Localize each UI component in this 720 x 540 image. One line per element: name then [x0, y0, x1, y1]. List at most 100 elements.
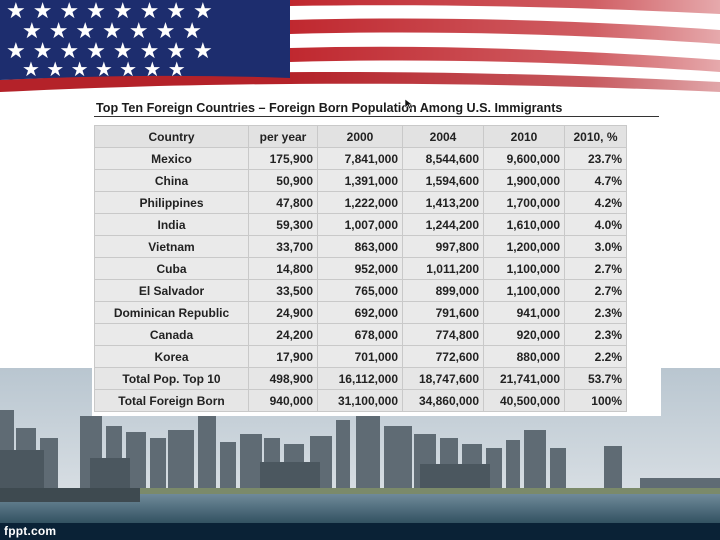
cell-per-year: 175,900 [248, 147, 318, 170]
cell-per-year: 940,000 [248, 389, 318, 412]
cell-2000: 952,000 [317, 257, 403, 280]
table-row: Mexico 175,900 7,841,000 8,544,600 9,600… [94, 147, 627, 170]
cell-2010-percent: 4.0% [564, 213, 627, 236]
cell-2010: 40,500,000 [483, 389, 565, 412]
cell-2004: 1,244,200 [402, 213, 484, 236]
table-header-row: Country per year 2000 2004 2010 2010, % [94, 125, 627, 148]
cell-2004: 34,860,000 [402, 389, 484, 412]
table-row: Korea 17,900 701,000 772,600 880,000 2.2… [94, 345, 627, 368]
table-row: Vietnam 33,700 863,000 997,800 1,200,000… [94, 235, 627, 258]
cell-2000: 692,000 [317, 301, 403, 324]
cell-2010: 1,200,000 [483, 235, 565, 258]
cell-2010-percent: 2.7% [564, 257, 627, 280]
cell-2000: 1,222,000 [317, 191, 403, 214]
cell-2004: 774,800 [402, 323, 484, 346]
table-row: Canada 24,200 678,000 774,800 920,000 2.… [94, 323, 627, 346]
cell-per-year: 498,900 [248, 367, 318, 390]
cursor-arrow-icon [404, 98, 414, 110]
table-row: Dominican Republic 24,900 692,000 791,60… [94, 301, 627, 324]
cell-per-year: 24,200 [248, 323, 318, 346]
cell-country: Dominican Republic [94, 301, 249, 324]
footer-bar: fppt.com [0, 523, 720, 540]
cell-country: Cuba [94, 257, 249, 280]
cell-2000: 863,000 [317, 235, 403, 258]
cell-per-year: 59,300 [248, 213, 318, 236]
cell-2010: 9,600,000 [483, 147, 565, 170]
cell-2004: 8,544,600 [402, 147, 484, 170]
table-row: Philippines 47,800 1,222,000 1,413,200 1… [94, 191, 627, 214]
flag-banner: ★ ★ ★ ★ ★ ★ ★ ★ ★ ★ ★ ★ ★ ★ ★ ★ ★ ★ ★ ★ … [0, 0, 720, 105]
cell-2000: 16,112,000 [317, 367, 403, 390]
header-2004: 2004 [402, 125, 484, 148]
cell-2000: 701,000 [317, 345, 403, 368]
cell-2010: 21,741,000 [483, 367, 565, 390]
svg-text:★ ★ ★ ★ ★ ★ ★: ★ ★ ★ ★ ★ ★ ★ [22, 57, 186, 81]
svg-text:★ ★ ★ ★ ★ ★ ★ ★: ★ ★ ★ ★ ★ ★ ★ ★ [6, 0, 213, 24]
table-row: Cuba 14,800 952,000 1,011,200 1,100,000 … [94, 257, 627, 280]
title-divider [94, 116, 659, 117]
cell-per-year: 24,900 [248, 301, 318, 324]
cell-2010: 1,100,000 [483, 257, 565, 280]
header-per-year: per year [248, 125, 318, 148]
table-row: India 59,300 1,007,000 1,244,200 1,610,0… [94, 213, 627, 236]
cell-2010-percent: 2.2% [564, 345, 627, 368]
cell-2004: 1,594,600 [402, 169, 484, 192]
cell-2004: 1,413,200 [402, 191, 484, 214]
cell-2010-percent: 2.3% [564, 301, 627, 324]
cell-per-year: 14,800 [248, 257, 318, 280]
cell-2010: 1,900,000 [483, 169, 565, 192]
cell-country: India [94, 213, 249, 236]
cell-country: China [94, 169, 249, 192]
cell-2010-percent: 4.7% [564, 169, 627, 192]
cell-country: Vietnam [94, 235, 249, 258]
cell-per-year: 50,900 [248, 169, 318, 192]
header-2010: 2010 [483, 125, 565, 148]
total-row: Total Foreign Born 940,000 31,100,000 34… [94, 389, 627, 412]
cell-2010-percent: 23.7% [564, 147, 627, 170]
table-title: Top Ten Foreign Countries – Foreign Born… [96, 101, 563, 115]
cell-2010-percent: 2.7% [564, 279, 627, 302]
cell-2010-percent: 4.2% [564, 191, 627, 214]
cell-country: Philippines [94, 191, 249, 214]
cell-2010: 1,100,000 [483, 279, 565, 302]
cell-2004: 772,600 [402, 345, 484, 368]
table-row: El Salvador 33,500 765,000 899,000 1,100… [94, 279, 627, 302]
cell-2000: 1,007,000 [317, 213, 403, 236]
cell-2010-percent: 53.7% [564, 367, 627, 390]
cell-country: Total Foreign Born [94, 389, 249, 412]
cell-per-year: 17,900 [248, 345, 318, 368]
cell-per-year: 47,800 [248, 191, 318, 214]
cell-country: Korea [94, 345, 249, 368]
footer-brand-text[interactable]: fppt.com [4, 524, 57, 538]
cell-2010-percent: 2.3% [564, 323, 627, 346]
cell-2010-percent: 3.0% [564, 235, 627, 258]
cell-country: Canada [94, 323, 249, 346]
cell-2004: 791,600 [402, 301, 484, 324]
cell-2004: 899,000 [402, 279, 484, 302]
cell-country: Mexico [94, 147, 249, 170]
cell-2010-percent: 100% [564, 389, 627, 412]
cell-2000: 7,841,000 [317, 147, 403, 170]
cell-country: El Salvador [94, 279, 249, 302]
cell-2004: 997,800 [402, 235, 484, 258]
cell-2000: 678,000 [317, 323, 403, 346]
cell-2010: 880,000 [483, 345, 565, 368]
cell-2010: 1,700,000 [483, 191, 565, 214]
cell-country: Total Pop. Top 10 [94, 367, 249, 390]
svg-text:★ ★ ★ ★ ★ ★ ★: ★ ★ ★ ★ ★ ★ ★ [22, 19, 202, 44]
cell-2010: 920,000 [483, 323, 565, 346]
table-panel: Top Ten Foreign Countries – Foreign Born… [92, 98, 661, 416]
cell-2004: 1,011,200 [402, 257, 484, 280]
cell-per-year: 33,500 [248, 279, 318, 302]
cell-2010: 1,610,000 [483, 213, 565, 236]
cell-2000: 1,391,000 [317, 169, 403, 192]
population-table: Country per year 2000 2004 2010 2010, % … [94, 125, 627, 412]
table-row: China 50,900 1,391,000 1,594,600 1,900,0… [94, 169, 627, 192]
cell-2010: 941,000 [483, 301, 565, 324]
cell-2000: 31,100,000 [317, 389, 403, 412]
header-2000: 2000 [317, 125, 403, 148]
header-country: Country [94, 125, 249, 148]
cell-per-year: 33,700 [248, 235, 318, 258]
cell-2004: 18,747,600 [402, 367, 484, 390]
cell-2000: 765,000 [317, 279, 403, 302]
